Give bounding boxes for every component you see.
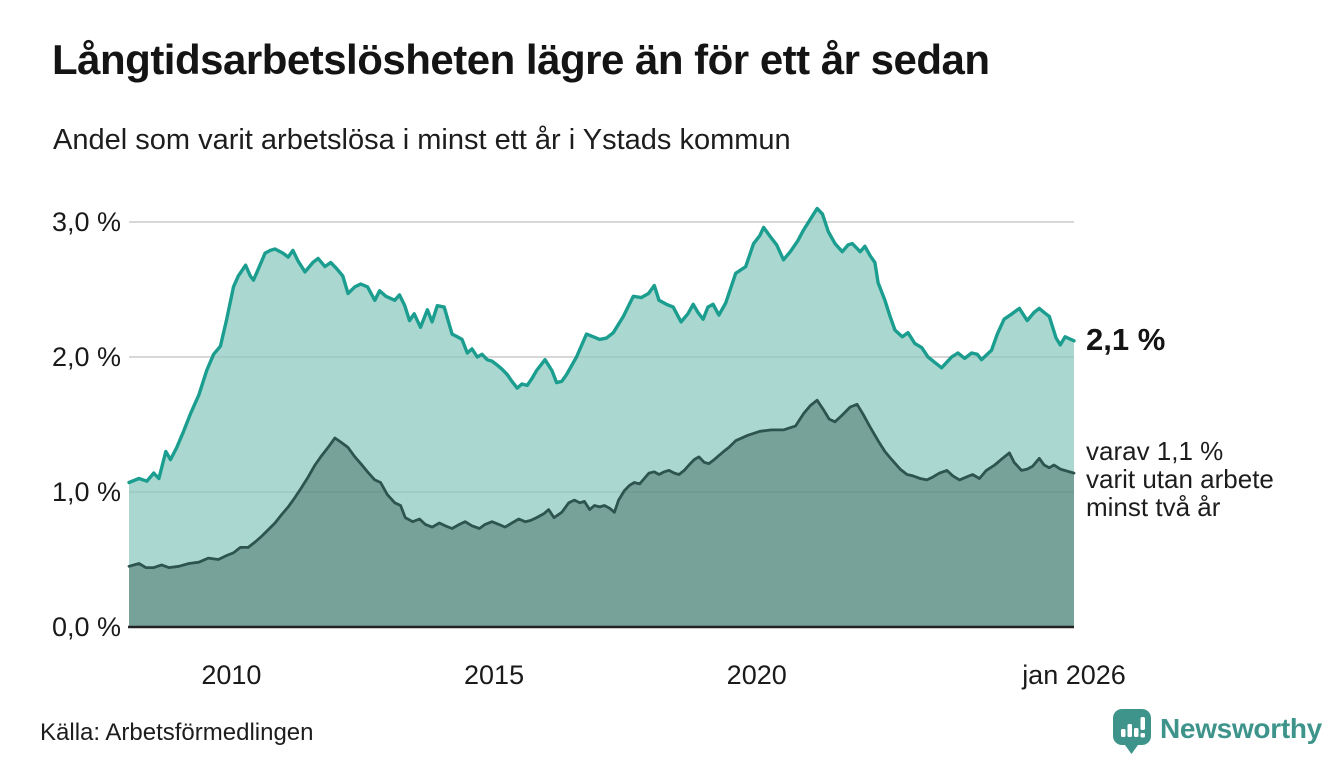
newsworthy-logo-text: Newsworthy: [1160, 713, 1322, 744]
source-credit: Källa: Arbetsförmedlingen: [40, 719, 314, 746]
newsworthy-logo-icon: [1113, 709, 1151, 754]
x-tick-label: 2010: [201, 660, 262, 690]
x-tick-label: jan 2026: [1022, 660, 1126, 690]
series1-end-value-label: 2,1 %: [1086, 322, 1166, 357]
annotation-line: minst två år: [1086, 492, 1221, 522]
newsworthy-logo: Newsworthy: [1112, 708, 1322, 756]
series2-end-value-label: varav 1,1 % varit utan arbete minst två …: [1086, 437, 1274, 521]
y-tick-label: 3,0 %: [51, 207, 121, 237]
annotation-line: varit utan arbete: [1086, 464, 1274, 494]
page-title: Långtidsarbetslösheten lägre än för ett …: [52, 36, 990, 83]
y-tick-label: 0,0 %: [51, 612, 121, 642]
x-tick-label: 2020: [726, 660, 787, 690]
x-tick-label: 2015: [464, 660, 525, 690]
y-tick-label: 2,0 %: [51, 342, 121, 372]
annotation-line: varav 1,1 %: [1086, 436, 1224, 466]
chart-subtitle: Andel som varit arbetslösa i minst ett å…: [53, 124, 791, 156]
y-tick-label: 1,0 %: [51, 477, 121, 507]
